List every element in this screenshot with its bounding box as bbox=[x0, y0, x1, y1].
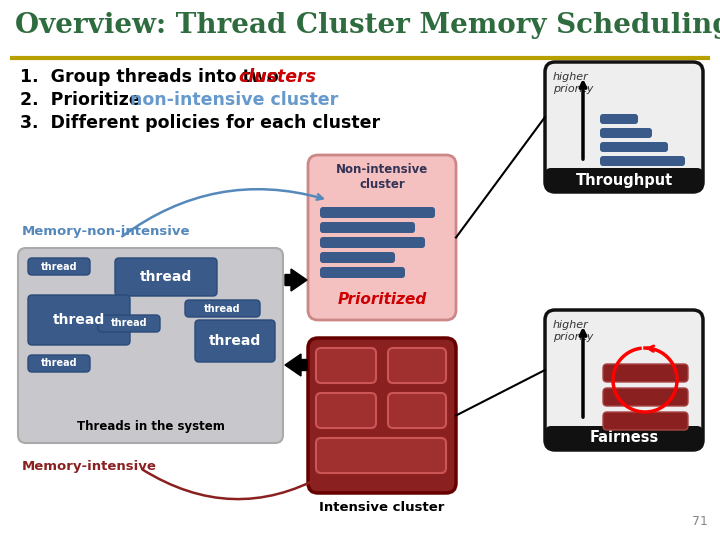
Text: Non-intensive
cluster: Non-intensive cluster bbox=[336, 163, 428, 191]
FancyBboxPatch shape bbox=[600, 128, 652, 138]
Text: non-intensive cluster: non-intensive cluster bbox=[130, 91, 338, 109]
Text: Fairness: Fairness bbox=[590, 430, 659, 445]
FancyBboxPatch shape bbox=[98, 315, 160, 332]
Text: clusters: clusters bbox=[238, 68, 316, 86]
FancyBboxPatch shape bbox=[308, 155, 456, 320]
FancyBboxPatch shape bbox=[28, 258, 90, 275]
Text: 2.  Prioritize: 2. Prioritize bbox=[20, 91, 147, 109]
FancyBboxPatch shape bbox=[18, 248, 283, 443]
FancyBboxPatch shape bbox=[316, 393, 376, 428]
FancyBboxPatch shape bbox=[600, 114, 638, 124]
FancyBboxPatch shape bbox=[545, 310, 703, 450]
Text: Overview: Thread Cluster Memory Scheduling: Overview: Thread Cluster Memory Scheduli… bbox=[15, 12, 720, 39]
Text: higher
priority: higher priority bbox=[553, 72, 593, 93]
FancyBboxPatch shape bbox=[185, 300, 260, 317]
FancyBboxPatch shape bbox=[320, 252, 395, 263]
FancyBboxPatch shape bbox=[320, 207, 435, 218]
Text: 3.  Different policies for each cluster: 3. Different policies for each cluster bbox=[20, 114, 380, 132]
FancyBboxPatch shape bbox=[545, 426, 703, 450]
Text: Intensive cluster: Intensive cluster bbox=[319, 501, 445, 514]
FancyBboxPatch shape bbox=[388, 348, 446, 383]
Text: thread: thread bbox=[204, 303, 240, 314]
FancyBboxPatch shape bbox=[28, 355, 90, 372]
Text: thread: thread bbox=[209, 334, 261, 348]
Text: thread: thread bbox=[41, 261, 77, 272]
FancyBboxPatch shape bbox=[603, 364, 688, 382]
Text: higher
priority: higher priority bbox=[553, 320, 593, 342]
FancyBboxPatch shape bbox=[320, 222, 415, 233]
FancyBboxPatch shape bbox=[316, 438, 446, 473]
Text: thread: thread bbox=[41, 359, 77, 368]
Text: Memory-intensive: Memory-intensive bbox=[22, 460, 157, 473]
Text: thread: thread bbox=[53, 313, 105, 327]
Text: 1.  Group threads into two: 1. Group threads into two bbox=[20, 68, 284, 86]
Text: Memory-non-intensive: Memory-non-intensive bbox=[22, 225, 191, 238]
Text: Prioritized: Prioritized bbox=[338, 293, 427, 307]
FancyBboxPatch shape bbox=[600, 156, 685, 166]
Text: thread: thread bbox=[111, 319, 148, 328]
FancyBboxPatch shape bbox=[115, 258, 217, 296]
FancyBboxPatch shape bbox=[545, 62, 703, 192]
FancyBboxPatch shape bbox=[320, 267, 405, 278]
Polygon shape bbox=[285, 354, 307, 376]
Polygon shape bbox=[285, 269, 307, 291]
Text: thread: thread bbox=[140, 270, 192, 284]
FancyBboxPatch shape bbox=[28, 295, 130, 345]
Text: Threads in the system: Threads in the system bbox=[76, 420, 225, 433]
FancyBboxPatch shape bbox=[603, 412, 688, 430]
Text: Throughput: Throughput bbox=[575, 172, 672, 187]
FancyBboxPatch shape bbox=[545, 168, 703, 192]
FancyBboxPatch shape bbox=[320, 237, 425, 248]
FancyBboxPatch shape bbox=[195, 320, 275, 362]
FancyBboxPatch shape bbox=[388, 393, 446, 428]
FancyBboxPatch shape bbox=[308, 338, 456, 493]
Text: 71: 71 bbox=[692, 515, 708, 528]
FancyBboxPatch shape bbox=[316, 348, 376, 383]
FancyBboxPatch shape bbox=[600, 142, 668, 152]
FancyBboxPatch shape bbox=[603, 388, 688, 406]
